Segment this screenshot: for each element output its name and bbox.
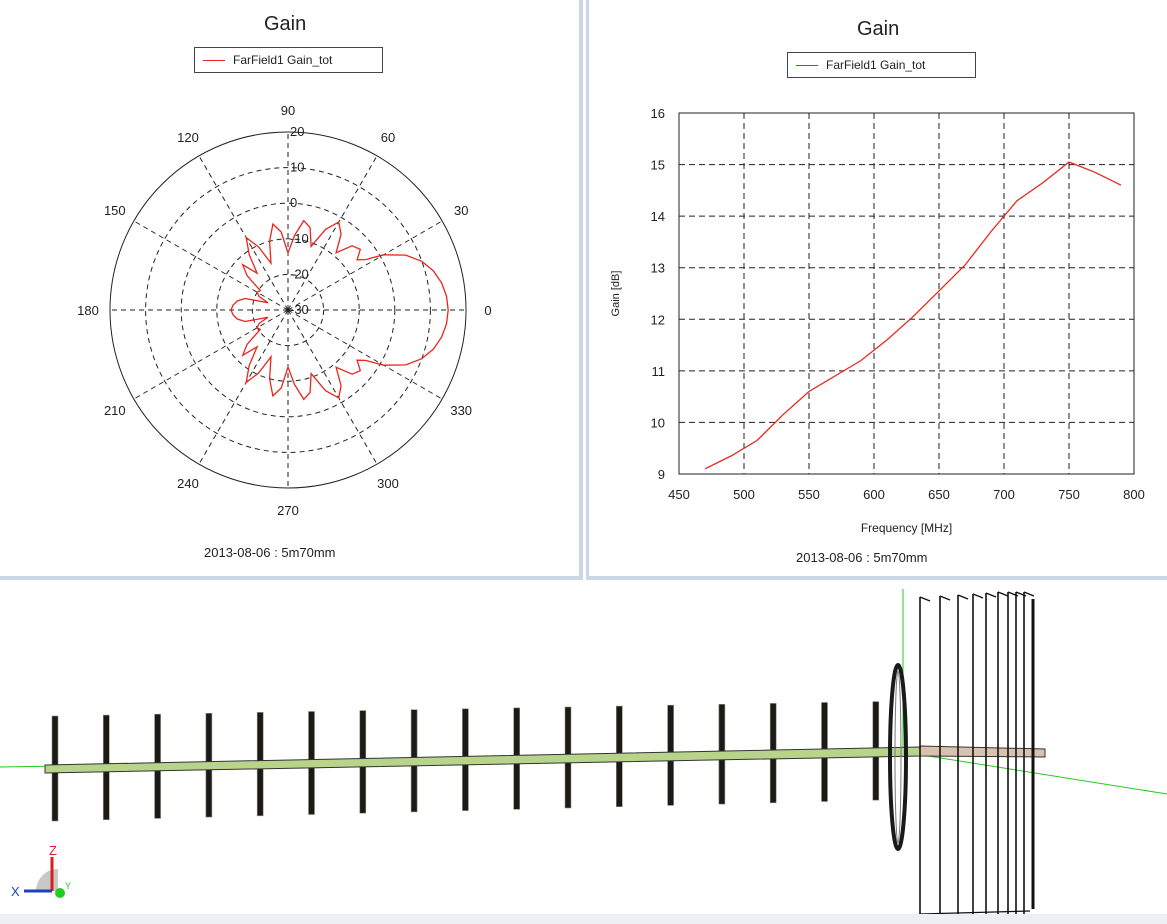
polar-angle-label: 330 [450,403,472,418]
reflector-top-edge [972,593,984,599]
driven-element-inner [894,670,902,844]
polar-plot: 030609012015018021024027030033020100-10-… [77,103,491,518]
polar-chart-legend: FarField1 Gain_tot [194,47,383,73]
polar-angle-label: 0 [484,303,491,318]
polar-radial-label: 20 [290,124,304,139]
polar-angle-label: 270 [277,503,299,518]
line-x-tick-label: 550 [798,487,820,502]
x-axis-label: X [11,884,20,899]
y-axis-marker [55,888,65,898]
polar-angle-label: 30 [454,203,468,218]
polar-grid-spoke [133,309,289,400]
polar-grid-ring [251,273,325,347]
line-chart-footer: 2013-08-06 : 5m70mm [796,550,928,565]
polar-chart-footer: 2013-08-06 : 5m70mm [204,545,336,560]
reflector-top-edge [939,595,951,601]
status-strip [0,914,1167,924]
line-chart-legend: FarField1 Gain_tot [787,52,976,78]
polar-angle-label: 150 [104,203,126,218]
polar-grid-spoke [198,309,289,465]
line-x-tick-label: 750 [1058,487,1080,502]
polar-grid-spoke [287,309,378,465]
polar-radial-label: -30 [290,302,309,317]
reflector-top-edge [919,596,931,602]
boom-rear-section [919,745,1046,758]
polar-angle-label: 180 [77,303,99,318]
line-y-tick-label: 13 [651,261,665,276]
polar-legend-label: FarField1 Gain_tot [233,53,333,67]
line-y-tick-label: 14 [651,209,665,224]
line-y-tick-label: 9 [658,467,665,482]
axis-triad-shading [36,869,58,891]
polar-outer-ring [109,131,467,489]
polar-grid-ring [216,238,360,382]
polar-radial-label: 10 [290,160,304,175]
line-y-tick-label: 11 [652,364,666,379]
line-chart-panel: Gain FarField1 Gain_tot 450 500 550 600 650 7… [586,0,1167,580]
polar-grid-ring [145,167,431,453]
y-axis-label: Y [65,881,71,891]
polar-grid-spoke [287,309,443,400]
polar-radial-label: -20 [290,266,309,281]
polar-grid-spoke [287,155,378,311]
line-chart-title: Gain [857,18,900,40]
polar-angle-label: 240 [177,476,199,491]
reflector-top-edge [957,594,969,600]
reflector-top-edge [997,591,1009,597]
polar-radial-label: 0 [290,195,297,210]
line-x-tick-label: 650 [928,487,950,502]
polar-angle-label: 60 [381,130,395,145]
legend-line-swatch [796,64,818,66]
legend-line-swatch [203,59,225,61]
polar-grid-spoke [287,220,443,311]
reflector-top-edge [1023,591,1035,597]
polar-angle-label: 300 [377,476,399,491]
polar-angle-label: 90 [281,103,295,118]
antenna-reflector [919,591,1035,922]
line-x-tick-label: 800 [1123,487,1145,502]
line-plot-frame [678,112,1135,475]
line-y-axis-label: Gain [dB] [610,271,622,317]
line-x-axis-label: Frequency [MHz] [861,521,952,535]
z-axis-label: Z [49,843,57,858]
line-x-tick-label: 500 [733,487,755,502]
line-gain-series [704,161,1122,470]
line-y-tick-label: 12 [651,312,665,327]
polar-gain-series [230,219,449,401]
polar-chart-title: Gain [264,13,307,35]
antenna-3d-view[interactable]: Z X Y [0,584,1167,924]
line-plot: 450 500 550 600 650 700 750 800 9 10 11 12 13 14 15 16 F… [610,106,1145,535]
line-y-tick-label: 16 [651,106,665,121]
reflector-top-edge [985,592,997,598]
driven-element-loop [888,663,908,851]
polar-angle-label: 210 [104,403,126,418]
polar-grid-ring [180,202,396,418]
line-x-tick-label: 450 [668,487,690,502]
polar-grid-spoke [198,155,289,311]
axis-triad: Z X Y [11,843,71,899]
line-y-tick-label: 10 [651,415,665,430]
line-legend-label: FarField1 Gain_tot [826,58,926,72]
antenna-boom [44,746,921,774]
line-y-tick-label: 15 [651,158,665,173]
model-y-axis-line [902,751,1167,795]
line-x-tick-label: 600 [863,487,885,502]
reflector-bottom-edge [919,910,1031,915]
polar-angle-label: 120 [177,130,199,145]
polar-chart-panel: Gain FarField1 Gain_tot 0 30 60 90 120 150 180… [0,0,583,580]
line-x-tick-label: 700 [993,487,1015,502]
polar-grid-spoke [133,220,289,311]
